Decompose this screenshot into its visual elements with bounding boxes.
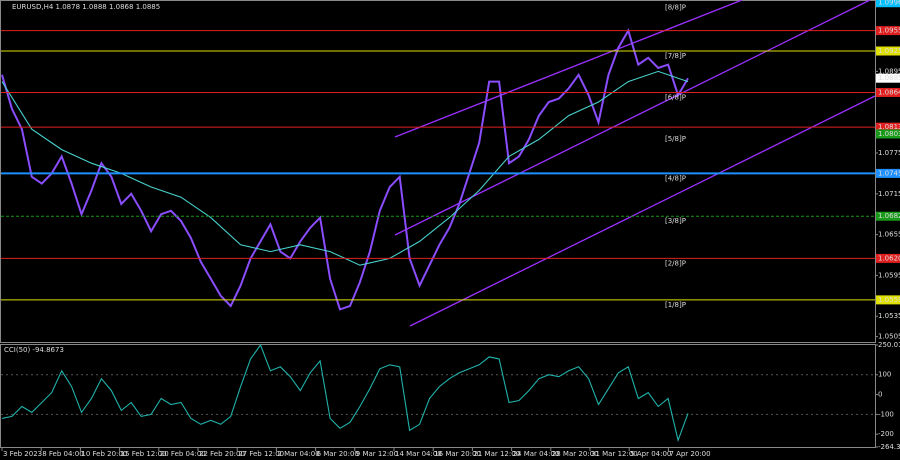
last-price-label: 1.0885 bbox=[878, 74, 900, 82]
level-label: 1.0925 bbox=[878, 47, 900, 55]
level-label-box bbox=[876, 46, 900, 56]
x-tick-label: 9 Mar 12:00 bbox=[356, 450, 398, 458]
channel-upper bbox=[394, 0, 743, 138]
x-tick-label: 21 Mar 12:00 bbox=[473, 450, 520, 458]
level-label: 1.0559 bbox=[878, 296, 900, 304]
level-tag: [2/8]P bbox=[665, 259, 686, 267]
x-tick-label: 22 Feb 20:00 bbox=[199, 450, 245, 458]
level-label: 1.0620 bbox=[878, 254, 900, 262]
cci-panel-frame bbox=[0, 344, 876, 448]
level-tag: [8/8]P bbox=[665, 4, 686, 12]
x-tick-label: 7 Apr 20:00 bbox=[669, 450, 710, 458]
level-tag: [4/8]P bbox=[665, 174, 686, 182]
level-label: 1.0955 bbox=[878, 27, 900, 35]
x-tick-label: 16 Mar 20:00 bbox=[434, 450, 481, 458]
level-label-box bbox=[876, 168, 900, 178]
x-tick-label: 24 Mar 04:00 bbox=[513, 450, 560, 458]
channel bbox=[394, 0, 876, 327]
chart-title: EURUSD,H4 1.0878 1.0888 1.0868 1.0885 bbox=[12, 3, 160, 11]
channel-lower bbox=[409, 95, 876, 327]
level-label: 1.0813 bbox=[878, 123, 900, 131]
level-tag: [6/8]P bbox=[665, 93, 686, 101]
y-tick-label: 1.0895 bbox=[878, 67, 900, 75]
y-tick-label: 1.0535 bbox=[878, 312, 900, 320]
level-label: 1.0864 bbox=[878, 88, 900, 96]
x-tick-label: 27 Feb 12:00 bbox=[238, 450, 284, 458]
cci-title: CCI(50) -94.8673 bbox=[4, 346, 64, 354]
level-tag: [3/8]P bbox=[665, 217, 686, 225]
y-tick-label: 1.0505 bbox=[878, 333, 900, 341]
y-tick-label: 1.0715 bbox=[878, 190, 900, 198]
series-line bbox=[1, 343, 689, 443]
level-label-box bbox=[876, 295, 900, 305]
x-tick-label: 2 Mar 04:00 bbox=[277, 450, 319, 458]
y-tick-label: 0 bbox=[878, 391, 882, 399]
level-tag: [5/8]P bbox=[665, 135, 686, 143]
level-label: 1.0745 bbox=[878, 169, 900, 177]
x-tick-label: 8 Feb 04:00 bbox=[42, 450, 83, 458]
level-label-box bbox=[876, 122, 900, 132]
x-tick-label: 31 Mar 12:00 bbox=[591, 450, 638, 458]
channel-middle bbox=[394, 0, 871, 236]
level-label-box bbox=[876, 26, 900, 36]
level-label-box bbox=[876, 87, 900, 97]
x-tick-label: 15 Feb 12:00 bbox=[121, 450, 167, 458]
y-tick-label: -200 bbox=[878, 430, 894, 438]
level-label-box bbox=[876, 211, 900, 221]
level-label-box bbox=[876, 253, 900, 263]
x-tick-label: 10 Feb 20:00 bbox=[81, 450, 127, 458]
x-tick-label: 14 Mar 04:00 bbox=[395, 450, 442, 458]
y-tick-label: -264.318 bbox=[878, 443, 900, 451]
series-line bbox=[1, 28, 689, 311]
last-price-box bbox=[876, 73, 900, 83]
x-tick-label: 6 Mar 20:00 bbox=[317, 450, 359, 458]
y-tick-label: 1.0595 bbox=[878, 271, 900, 279]
y-tick-label: 1.0775 bbox=[878, 149, 900, 157]
level-label: 1.0996 bbox=[878, 0, 900, 7]
x-tick-label: 20 Feb 04:00 bbox=[160, 450, 206, 458]
y-tick-label: -100 bbox=[878, 410, 894, 418]
level-tag: [7/8]P bbox=[665, 52, 686, 60]
level-label-box bbox=[876, 129, 900, 139]
main-panel-frame bbox=[0, 0, 876, 343]
level-label: 1.0803 bbox=[878, 130, 900, 138]
x-tick-label: 3 Feb 2023 bbox=[3, 450, 42, 458]
level-tag: [1/8]P bbox=[665, 301, 686, 309]
level-label: 1.0682 bbox=[878, 212, 900, 220]
level-label-box bbox=[876, 0, 900, 8]
y-tick-label: 1.0655 bbox=[878, 231, 900, 239]
y-tick-label: 100 bbox=[878, 371, 891, 379]
y-tick-label: 250.0114 bbox=[878, 341, 900, 349]
x-tick-label: 28 Mar 20:00 bbox=[552, 450, 599, 458]
x-tick-label: 5 Apr 04:00 bbox=[630, 450, 671, 458]
